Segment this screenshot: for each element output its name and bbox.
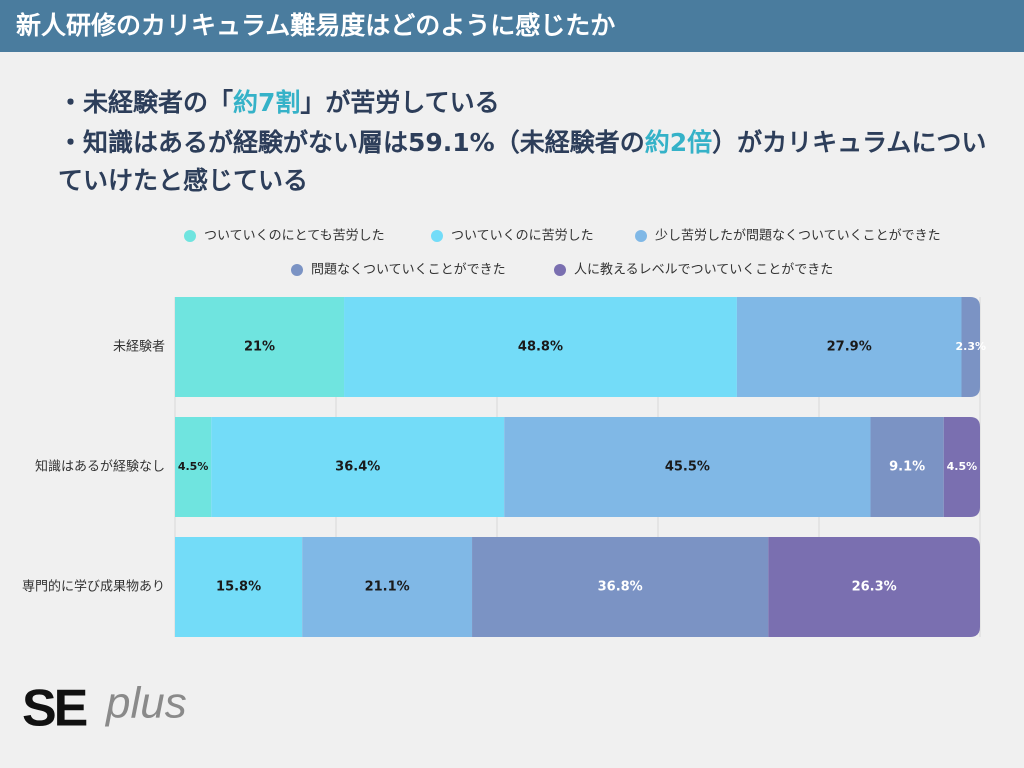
- bar-segment: [175, 537, 303, 637]
- logo-light: plus: [104, 679, 187, 728]
- bullet: ・未経験者の「約7割」が苦労している: [58, 84, 988, 122]
- bar-row: [175, 417, 980, 517]
- logo: SE plus: [22, 679, 187, 738]
- value-label: 26.3%: [852, 580, 897, 595]
- bullet-text: ）がカリキュラムについていけたと感じている: [58, 128, 987, 195]
- value-label: 2.3%: [955, 340, 986, 353]
- value-label: 4.5%: [947, 460, 978, 473]
- legend-label: 少し苦労したが問題なくついていくことができた: [655, 228, 941, 244]
- bar-segment: [344, 297, 737, 397]
- legend-marker: [431, 230, 443, 242]
- bar-segment: [175, 417, 212, 517]
- legend-label: ついていくのに苦労した: [451, 228, 594, 244]
- bar-segment: [175, 297, 345, 397]
- bar-segment: [870, 417, 944, 517]
- highlight: 約2倍: [644, 128, 713, 157]
- legend-label: ついていくのにとても苦労した: [204, 228, 385, 244]
- value-label: 48.8%: [518, 340, 563, 355]
- y-tick-label: 専門的に学び成果物あり: [22, 579, 165, 595]
- bar-segment: [302, 537, 473, 637]
- bar-segment: [943, 417, 980, 517]
- bullet-text: ・未経験者の「: [58, 88, 234, 117]
- bar-segment: [961, 297, 980, 397]
- y-tick-label: 未経験者: [113, 340, 165, 355]
- legend-marker: [184, 230, 196, 242]
- bullet-text: 」が苦労している: [300, 88, 500, 117]
- bar-row: [175, 297, 980, 397]
- bullet: ・知識はあるが経験がない層は59.1%（未経験者の約2倍）がカリキュラムについて…: [58, 124, 988, 200]
- highlight: 約7割: [233, 88, 301, 117]
- value-label: 36.8%: [598, 580, 643, 595]
- value-label: 45.5%: [665, 460, 710, 475]
- bar-segment: [504, 417, 871, 517]
- value-label: 21.1%: [365, 580, 410, 595]
- bar-segment: [736, 297, 962, 397]
- legend-label: 問題なくついていくことができた: [311, 263, 506, 278]
- value-label: 27.9%: [827, 340, 872, 355]
- bullet-text: ・知識はあるが経験がない層は59.1%（未経験者の: [58, 128, 645, 157]
- legend-marker: [635, 230, 647, 242]
- legend-marker: [291, 264, 303, 276]
- bar-row: [175, 537, 980, 637]
- y-tick-label: 知識はあるが経験なし: [35, 459, 165, 475]
- value-label: 15.8%: [216, 580, 261, 595]
- value-label: 4.5%: [178, 460, 209, 473]
- logo-bold: SE: [22, 680, 87, 738]
- header-title: 新人研修のカリキュラム難易度はどのように感じたか: [0, 0, 1024, 52]
- legend-label: 人に教えるレベルでついていくことができた: [574, 262, 833, 278]
- bar-segment: [768, 537, 980, 637]
- value-label: 9.1%: [889, 460, 925, 475]
- bar-segment: [211, 417, 505, 517]
- legend-marker: [554, 264, 566, 276]
- value-label: 21%: [244, 340, 275, 355]
- bar-segment: [472, 537, 769, 637]
- bullets: ・未経験者の「約7割」が苦労している ・知識はあるが経験がない層は59.1%（未経…: [58, 84, 988, 202]
- value-label: 36.4%: [335, 460, 380, 475]
